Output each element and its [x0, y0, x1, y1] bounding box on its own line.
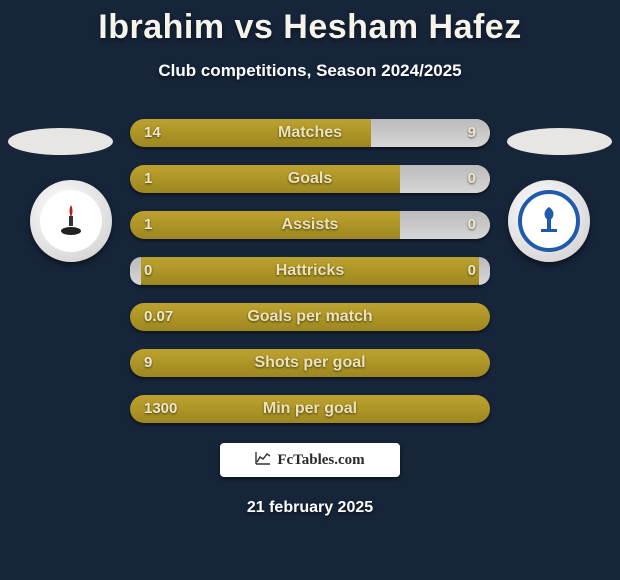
stat-row: 0.07Goals per match — [130, 303, 490, 331]
chart-icon — [255, 451, 271, 469]
stat-row: 9Shots per goal — [130, 349, 490, 377]
stat-label: Matches — [130, 119, 490, 147]
country-flag-right — [507, 128, 612, 155]
stat-row: 14Matches9 — [130, 119, 490, 147]
stat-label: Goals per match — [130, 303, 490, 331]
club-badge-left — [30, 180, 112, 262]
stat-label: Shots per goal — [130, 349, 490, 377]
stat-label: Goals — [130, 165, 490, 193]
country-flag-left — [8, 128, 113, 155]
footer-text: FcTables.com — [277, 452, 364, 469]
club-crest-icon — [40, 190, 102, 252]
stat-row: 1Goals0 — [130, 165, 490, 193]
date-label: 21 february 2025 — [0, 499, 620, 517]
stat-label: Assists — [130, 211, 490, 239]
club-badge-right — [508, 180, 590, 262]
stat-row: 1Assists0 — [130, 211, 490, 239]
club-crest-icon — [518, 190, 580, 252]
stat-row: 1300Min per goal — [130, 395, 490, 423]
stat-value-right: 0 — [468, 165, 476, 193]
stat-value-right: 9 — [468, 119, 476, 147]
stat-value-right: 0 — [468, 211, 476, 239]
stat-label: Hattricks — [130, 257, 490, 285]
page-title: Ibrahim vs Hesham Hafez — [0, 0, 620, 47]
stats-bars: 14Matches91Goals01Assists00Hattricks00.0… — [130, 119, 490, 423]
stat-row: 0Hattricks0 — [130, 257, 490, 285]
stat-label: Min per goal — [130, 395, 490, 423]
stat-value-right: 0 — [468, 257, 476, 285]
subtitle: Club competitions, Season 2024/2025 — [0, 61, 620, 81]
footer-attribution: FcTables.com — [220, 443, 400, 477]
